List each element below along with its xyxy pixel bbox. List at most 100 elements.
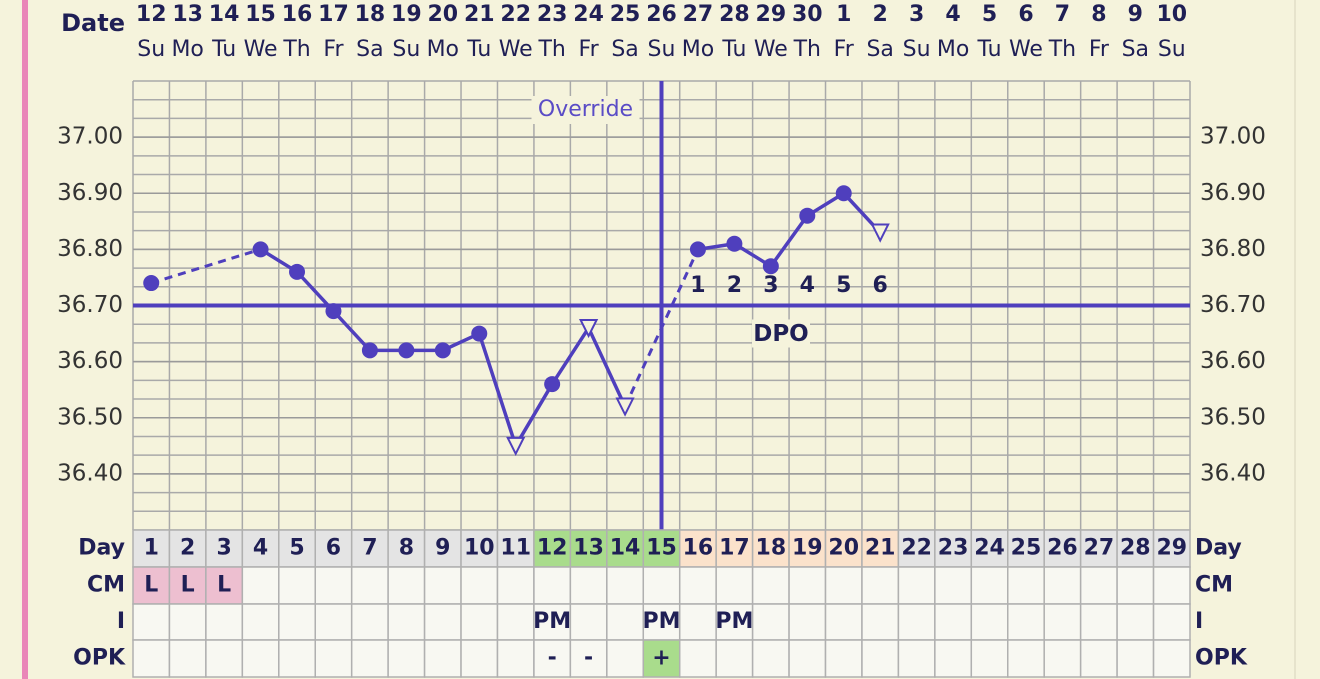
weekday-label: Sa [1122,37,1149,62]
dashed-connector [150,247,262,285]
table-cell [788,639,827,678]
table-cell [788,603,827,641]
table-cell [1152,639,1191,678]
date-label: 23 [537,2,568,27]
table-cell [350,603,389,641]
table-cell [824,529,863,568]
cell-text: PM [533,609,571,634]
cell-text: 21 [865,536,896,561]
table-cell [1007,529,1045,568]
table-cell [423,639,462,678]
date-label: 26 [646,2,677,27]
table-cell [606,603,645,641]
table-cell [1043,639,1082,678]
table-cell [132,639,171,678]
table-cell [423,603,462,641]
table-cell [1007,639,1045,678]
weekday-label: Tu [977,37,1002,62]
table-cell [168,566,207,605]
table-cell [241,566,280,605]
table-cell [642,639,681,678]
row-label-right: I [1195,609,1203,634]
weekday-label: Sa [356,37,383,62]
table-cell [970,603,1009,641]
y-tick-label: 36.90 [57,180,123,206]
table-cell [1116,566,1155,605]
dpo-number: 6 [873,273,888,298]
table-cell [788,529,827,568]
y-tick-label: 37.00 [57,124,123,150]
row-label: CM [87,573,125,598]
override-label-bg [531,96,640,124]
table-cell [824,639,863,678]
table-cell [1152,529,1191,568]
table-cell [897,639,936,678]
date-label: 29 [756,2,787,27]
table-cell [168,639,207,678]
date-label: 18 [355,2,386,27]
weekday-label: Tu [466,37,491,62]
coverline-label: DPO [753,321,809,347]
table-cell [606,639,645,678]
table-cell [1007,566,1045,605]
table-cell [423,566,462,605]
table-cell [460,603,499,641]
date-label: 9 [1128,2,1143,27]
y-tick-label-right: 36.90 [1200,180,1266,206]
point [143,275,160,292]
cell-text: 23 [938,536,969,561]
date-label: 20 [427,2,458,27]
weekday-label: Su [392,37,420,62]
point [835,185,852,202]
cell-text: 20 [828,536,859,561]
open-point [506,436,526,457]
dpo-number: 1 [690,273,705,298]
table-cell [533,603,572,641]
table-cell [387,566,426,605]
table-cell [496,603,535,641]
weekday-label: Su [1158,37,1186,62]
table-cell [314,529,353,568]
cell-text: 12 [537,536,568,561]
point [434,342,451,359]
weekday-label: Fr [579,37,600,62]
date-label: 5 [982,2,997,27]
dashed-connector [623,248,700,408]
weekday-label: Th [282,37,310,62]
cell-text: 7 [362,536,377,561]
table-cell [241,639,280,678]
table-cell [642,603,681,641]
table-cell [460,529,499,568]
weekday-label: Fr [1089,37,1110,62]
table-cell [678,603,717,641]
table-cell [678,566,717,605]
weekday-label: Mo [937,37,969,62]
table-cell [970,566,1009,605]
date-label: 2 [873,2,888,27]
table-cell [569,566,608,605]
cell-text: 28 [1120,536,1151,561]
table-cell [861,603,900,641]
table-cell [1079,603,1118,641]
cell-text: PM [642,609,680,634]
table-cell [861,639,900,678]
date-label: 28 [719,2,750,27]
table-cell [751,529,790,568]
y-tick-label: 36.60 [57,348,123,374]
cell-text: 19 [792,536,823,561]
point [398,342,415,359]
table-cell [715,639,754,678]
table-cell [1079,639,1118,678]
y-tick-label-right: 36.80 [1200,236,1266,262]
y-tick-label: 36.70 [57,292,123,318]
weekday-label: Su [903,37,931,62]
table-cell [205,603,244,641]
date-label: 8 [1091,2,1106,27]
table-cell [533,566,572,605]
date-label: 16 [282,2,313,27]
y-tick-label-right: 36.60 [1200,348,1266,374]
table-cell [934,639,973,678]
date-label: 7 [1055,2,1070,27]
dpo-number: 3 [763,273,778,298]
